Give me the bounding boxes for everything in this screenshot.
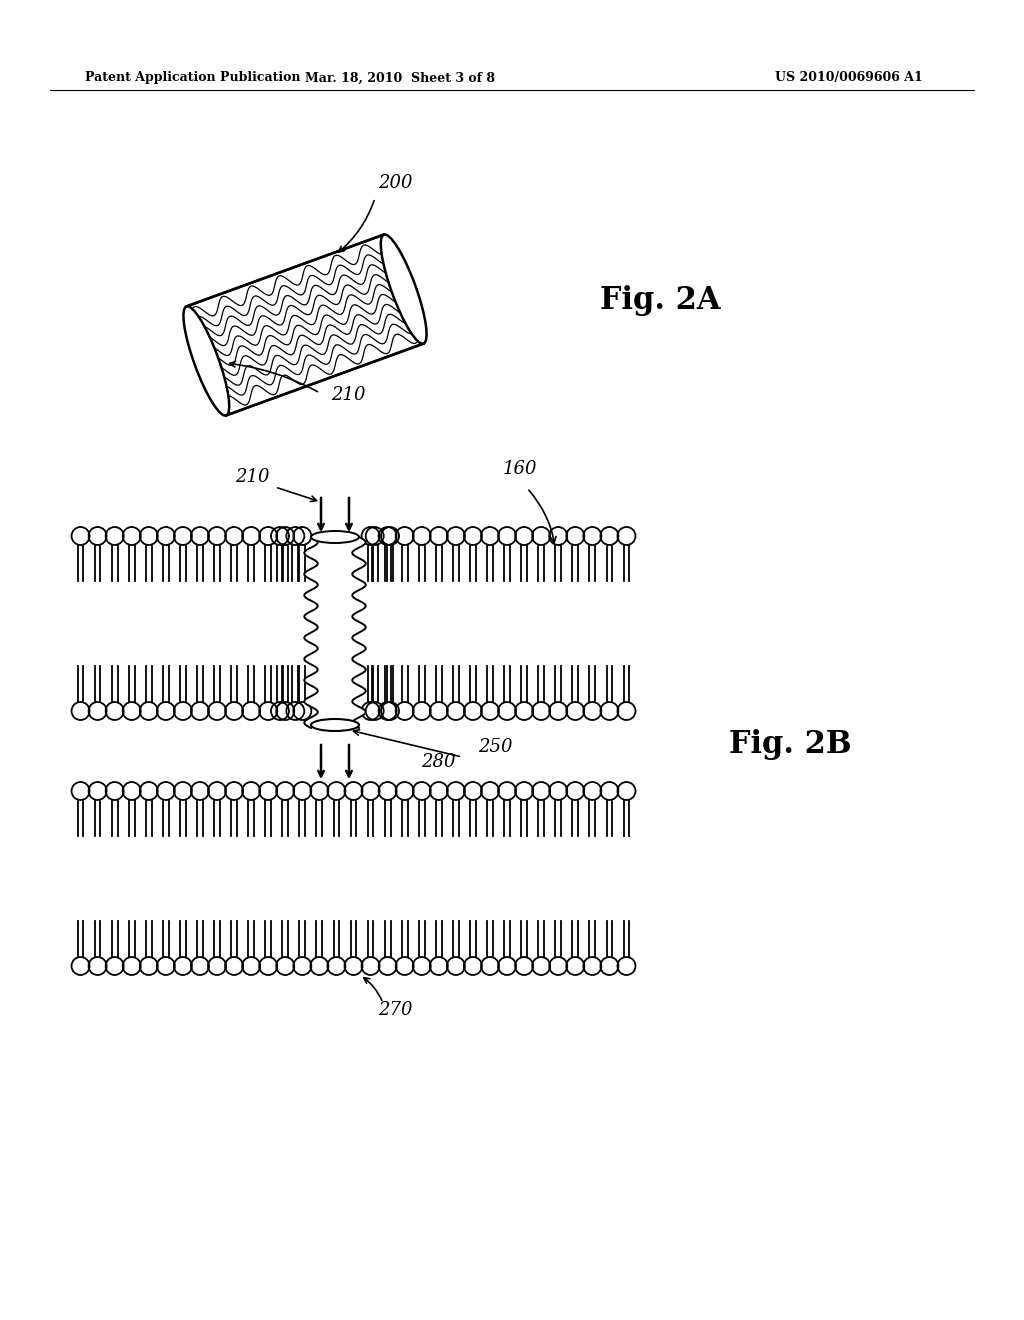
Text: 160: 160 — [503, 459, 538, 478]
Text: 210: 210 — [234, 469, 269, 486]
Text: 210: 210 — [331, 385, 366, 404]
Polygon shape — [186, 235, 424, 416]
Text: 270: 270 — [378, 1001, 413, 1019]
Text: Mar. 18, 2010  Sheet 3 of 8: Mar. 18, 2010 Sheet 3 of 8 — [305, 71, 495, 84]
Text: 280: 280 — [421, 752, 456, 771]
Text: Fig. 2A: Fig. 2A — [600, 285, 720, 315]
Text: Patent Application Publication: Patent Application Publication — [85, 71, 300, 84]
Text: 200: 200 — [378, 174, 413, 191]
Text: Fig. 2B: Fig. 2B — [729, 730, 851, 760]
Ellipse shape — [311, 531, 359, 543]
Text: US 2010/0069606 A1: US 2010/0069606 A1 — [775, 71, 923, 84]
Polygon shape — [304, 537, 366, 729]
Ellipse shape — [381, 235, 427, 343]
Ellipse shape — [183, 306, 229, 416]
Text: 250: 250 — [478, 738, 512, 756]
Ellipse shape — [311, 719, 359, 731]
